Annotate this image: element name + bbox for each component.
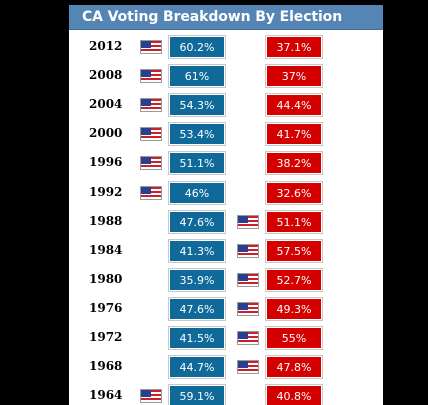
rep-percentage-cell: 51.1%	[266, 210, 322, 233]
dem-percentage-cell: 41.3%	[169, 239, 225, 262]
dem-percentage-cell: 53.4%	[169, 123, 225, 146]
us-flag-icon	[237, 331, 259, 345]
dem-percentage-cell: 47.6%	[169, 210, 225, 233]
us-flag-icon	[237, 214, 259, 229]
dem-percentage-cell: 60.2%	[169, 36, 225, 58]
rep-percentage-cell: 52.7%	[266, 268, 322, 291]
year-label: 1992	[89, 184, 123, 199]
us-flag-icon	[237, 301, 259, 316]
rep-percentage-cell: 37.1%	[266, 36, 322, 58]
year-label: 1988	[89, 213, 123, 228]
title-bar: CA Voting Breakdown By Election	[69, 5, 383, 30]
dem-percentage-cell: 61%	[169, 65, 225, 88]
chart-title: CA Voting Breakdown By Election	[82, 9, 343, 25]
rep-percentage-cell: 57.5%	[266, 239, 322, 262]
rep-percentage-cell: 49.3%	[266, 297, 322, 320]
year-label: 1996	[89, 155, 123, 170]
election-row: 1980 35.9% 52.7%	[69, 268, 383, 291]
rep-percentage-cell: 37%	[266, 65, 322, 88]
dem-percentage-cell: 44.7%	[169, 356, 225, 379]
year-label: 1980	[89, 271, 123, 286]
dem-percentage-cell: 54.3%	[169, 94, 225, 117]
chart-panel: CA Voting Breakdown By Election 2012 60.2…	[69, 5, 383, 405]
election-row: 1968 44.7% 47.8%	[69, 356, 383, 379]
year-label: 1976	[89, 300, 123, 315]
rep-percentage-cell: 47.8%	[266, 356, 322, 379]
dem-percentage-cell: 59.1%	[169, 385, 225, 405]
us-flag-icon	[237, 272, 259, 287]
year-label: 1972	[89, 330, 123, 344]
rep-percentage-cell: 32.6%	[266, 181, 322, 204]
rep-percentage-cell: 55%	[266, 327, 322, 349]
us-flag-icon	[140, 98, 162, 113]
us-flag-icon	[237, 360, 259, 375]
election-row: 1988 47.6% 51.1%	[69, 210, 383, 233]
year-label: 2008	[89, 68, 123, 83]
us-flag-icon	[237, 243, 259, 258]
election-row: 1984 41.3% 57.5%	[69, 239, 383, 262]
rep-percentage-cell: 44.4%	[266, 94, 322, 117]
us-flag-icon	[140, 156, 162, 171]
election-row: 1976 47.6% 49.3%	[69, 297, 383, 320]
dem-percentage-cell: 47.6%	[169, 297, 225, 320]
us-flag-icon	[140, 69, 162, 84]
election-row: 1964 59.1% 40.8%	[69, 385, 383, 405]
us-flag-icon	[140, 185, 162, 200]
year-label: 2012	[89, 39, 123, 53]
election-row: 2004 54.3% 44.4%	[69, 94, 383, 117]
us-flag-icon	[140, 389, 162, 404]
election-row: 1996 51.1% 38.2%	[69, 152, 383, 175]
dem-percentage-cell: 41.5%	[169, 327, 225, 349]
dem-percentage-cell: 46%	[169, 181, 225, 204]
rep-percentage-cell: 41.7%	[266, 123, 322, 146]
year-label: 1968	[89, 359, 123, 374]
election-row: 2012 60.2% 37.1%	[69, 36, 383, 58]
us-flag-icon	[140, 127, 162, 142]
us-flag-icon	[140, 40, 162, 54]
year-label: 1964	[89, 388, 123, 403]
election-row: 1972 41.5% 55%	[69, 327, 383, 349]
rep-percentage-cell: 40.8%	[266, 385, 322, 405]
year-label: 1984	[89, 242, 123, 257]
dem-percentage-cell: 51.1%	[169, 152, 225, 175]
election-row: 1992 46% 32.6%	[69, 181, 383, 204]
election-row: 2000 53.4% 41.7%	[69, 123, 383, 146]
rep-percentage-cell: 38.2%	[266, 152, 322, 175]
year-label: 2000	[89, 126, 123, 141]
dem-percentage-cell: 35.9%	[169, 268, 225, 291]
year-label: 2004	[89, 97, 123, 112]
election-row: 2008 61% 37%	[69, 65, 383, 88]
